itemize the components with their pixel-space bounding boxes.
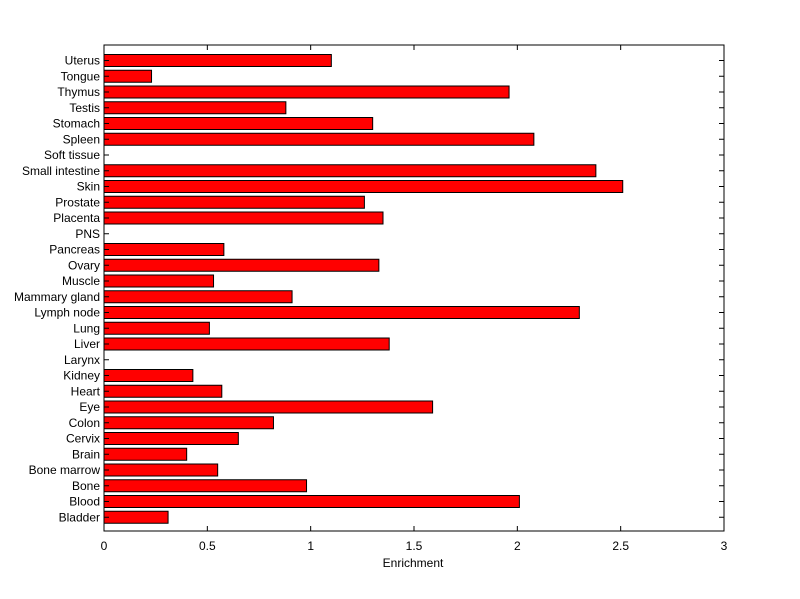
y-tick-label: Bladder (59, 510, 100, 524)
y-tick-label: Tongue (61, 69, 101, 83)
bar-thymus (103, 85, 510, 99)
x-tick-label: 3 (721, 539, 728, 553)
x-tick-label: 2 (514, 539, 521, 553)
bar-cervix (103, 432, 239, 445)
bar-stomach (103, 117, 374, 130)
y-tick-label: Mammary gland (14, 290, 100, 304)
bar-small-intestine (103, 164, 597, 178)
bar-skin (103, 180, 624, 193)
y-tick-label: Lung (73, 321, 100, 335)
bar-uterus (103, 54, 332, 67)
y-tick-label: Liver (74, 337, 100, 351)
bar-tongue (103, 69, 153, 83)
y-tick-label: Uterus (65, 54, 100, 68)
bar-bladder (103, 510, 169, 524)
bar-muscle (103, 274, 215, 288)
x-tick-label: 1.5 (406, 539, 423, 553)
x-tick-label: 0 (101, 539, 108, 553)
y-tick-label: Testis (69, 101, 100, 115)
bar-ovary (103, 258, 380, 272)
bar-lymph-node (103, 306, 580, 319)
y-tick-label: Bone marrow (29, 463, 101, 477)
y-tick-label: Stomach (53, 117, 100, 131)
bar-pancreas (103, 243, 225, 256)
y-tick-label: Heart (71, 384, 101, 398)
y-tick-label: Placenta (53, 211, 100, 225)
y-tick-label: Kidney (63, 369, 100, 383)
y-tick-label: Ovary (68, 258, 100, 272)
bar-testis (103, 101, 287, 115)
bar-eye (103, 400, 434, 414)
y-tick-label: Prostate (55, 195, 100, 209)
bar-blood (103, 495, 520, 508)
y-tick-label: Spleen (63, 132, 100, 146)
x-tick-label: 0.5 (199, 539, 216, 553)
x-tick-label: 2.5 (612, 539, 629, 553)
bar-colon (103, 416, 274, 430)
bar-placenta (103, 211, 384, 225)
y-tick-label: Blood (69, 495, 100, 509)
y-tick-label: Cervix (66, 432, 100, 446)
y-tick-label: Skin (77, 180, 100, 194)
x-tick-label: 1 (307, 539, 314, 553)
bar-lung (103, 321, 210, 335)
y-tick-label: Bone (72, 479, 100, 493)
y-tick-label: PNS (75, 227, 100, 241)
bar-prostate (103, 195, 365, 209)
bar-kidney (103, 369, 194, 382)
y-tick-label: Brain (72, 447, 100, 461)
plot-frame (103, 44, 725, 532)
bar-liver (103, 337, 390, 351)
bar-bone (103, 479, 308, 493)
y-tick-label: Small intestine (22, 164, 100, 178)
y-tick-label: Muscle (62, 274, 100, 288)
y-tick-label: Pancreas (49, 243, 100, 257)
bar-brain (103, 447, 188, 461)
y-tick-label: Thymus (57, 85, 100, 99)
y-tick-label: Colon (69, 416, 100, 430)
y-tick-label: Soft tissue (44, 148, 100, 162)
y-tick-label: Larynx (64, 353, 100, 367)
bar-bone-marrow (103, 463, 219, 477)
y-tick-label: Lymph node (34, 306, 100, 320)
bar-heart (103, 384, 223, 398)
bar-mammary-gland (103, 290, 293, 304)
x-axis-label: Enrichment (383, 556, 444, 570)
bar-spleen (103, 132, 535, 146)
bars-group (103, 54, 624, 524)
y-tick-label: Eye (79, 400, 100, 414)
